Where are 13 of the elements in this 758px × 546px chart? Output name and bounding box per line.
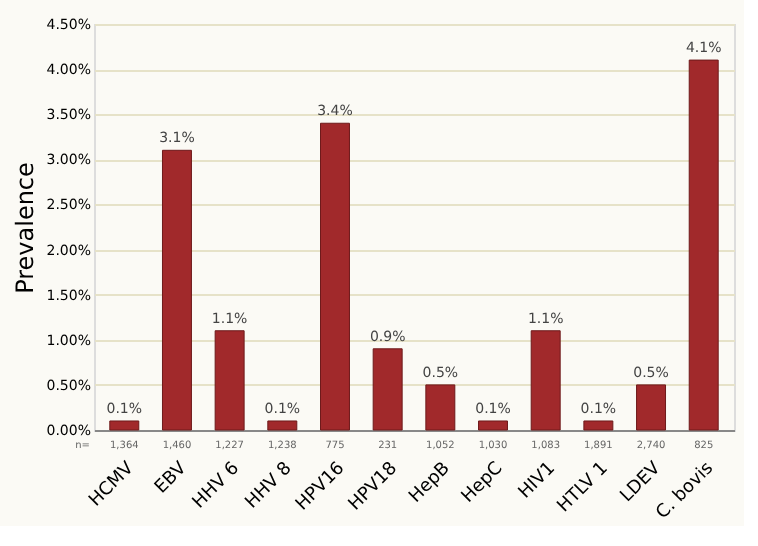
bar	[109, 420, 140, 431]
bar	[636, 384, 667, 431]
bar	[478, 420, 508, 431]
bar	[214, 330, 245, 431]
bar	[320, 122, 350, 431]
bar	[161, 149, 192, 431]
bar	[425, 384, 456, 431]
bar	[583, 420, 614, 431]
bar	[267, 420, 298, 431]
bar	[688, 59, 719, 431]
bar	[530, 330, 561, 431]
y-axis-title: Prevalence	[10, 162, 39, 294]
bar	[372, 348, 403, 431]
